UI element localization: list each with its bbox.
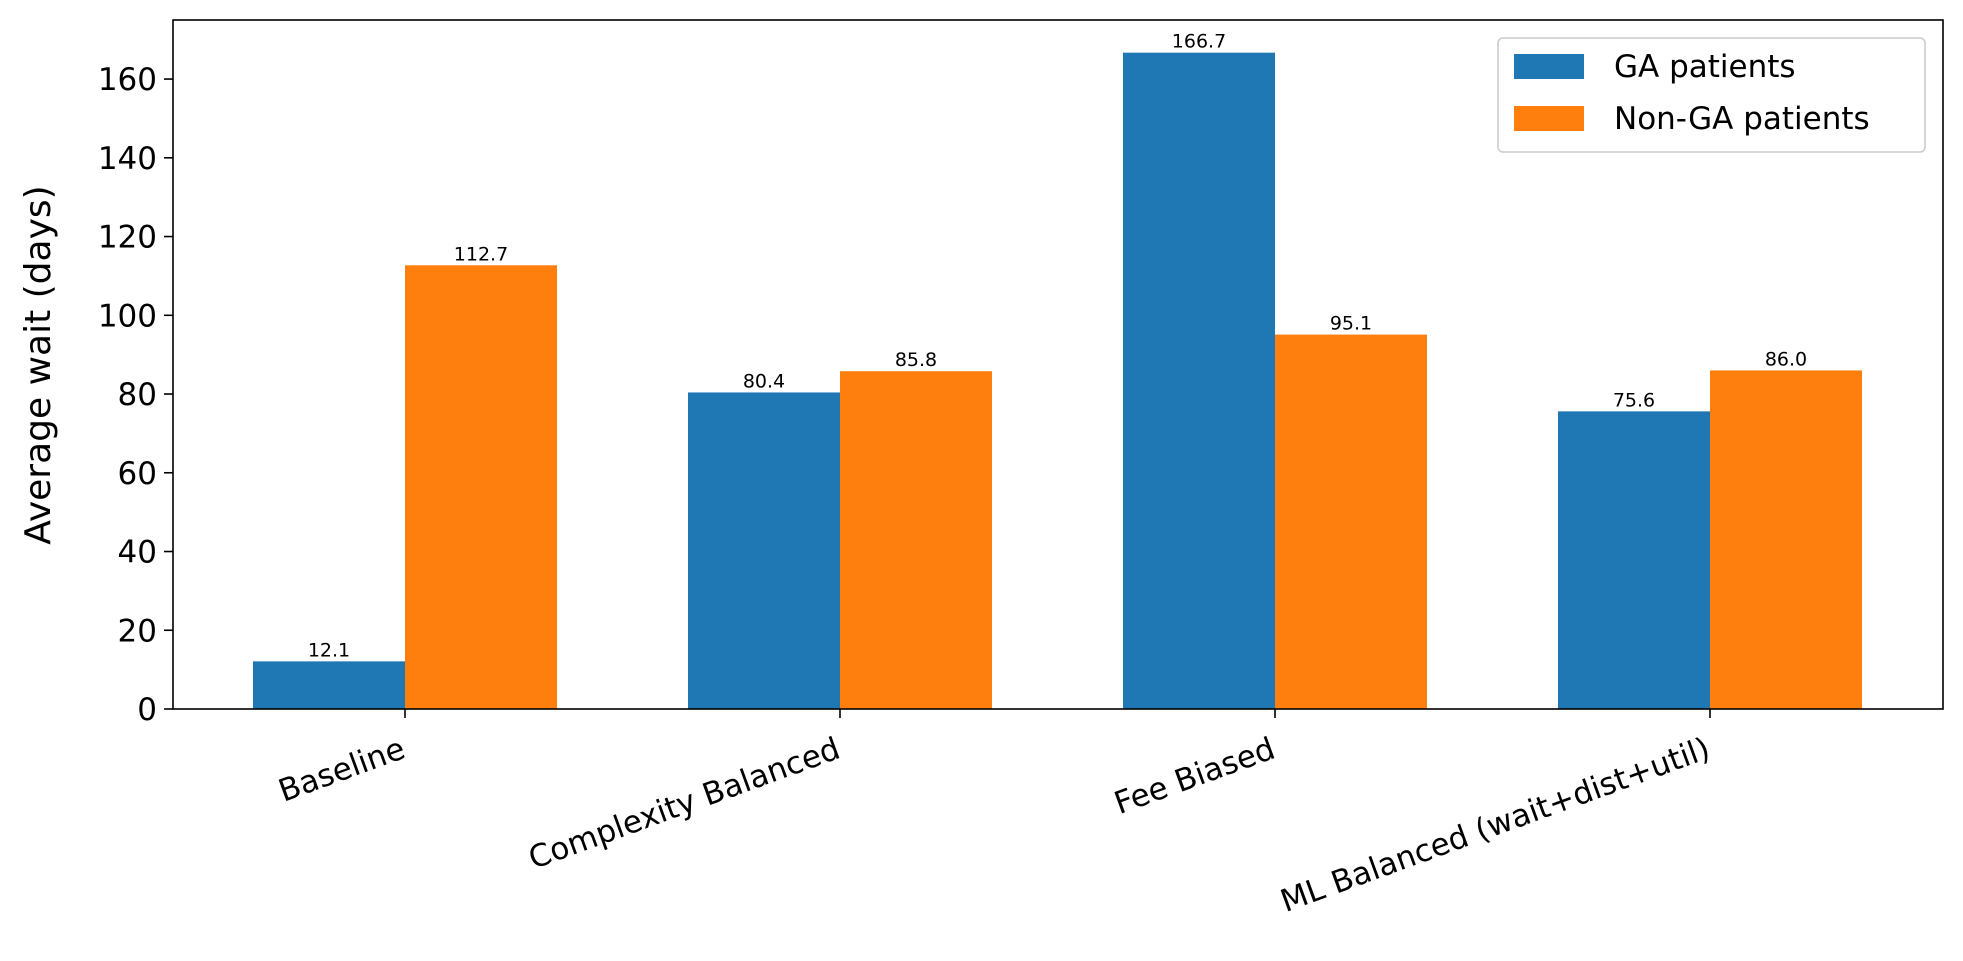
y-tick-label: 20 (118, 613, 157, 649)
x-tick-label: ML Balanced (wait+dist+util) (1276, 731, 1715, 920)
plot-area: 12.1 80.4 166.7 75.6 112.7 85.8 95.1 86.0 0 20 40 6… (98, 19, 1944, 920)
bar-ga-3 (1558, 411, 1710, 709)
y-tick-label: 80 (118, 377, 157, 413)
legend-swatch (1514, 54, 1584, 79)
y-tick-label: 160 (98, 62, 157, 98)
value-label: 95.1 (1330, 313, 1372, 335)
y-tick-label: 100 (98, 298, 157, 334)
y-tick-label: 40 (118, 535, 157, 571)
y-tick-label: 60 (118, 456, 157, 492)
bar-non-ga-3 (1710, 370, 1862, 709)
value-label: 12.1 (308, 639, 350, 661)
legend-label: Non-GA patients (1614, 101, 1870, 137)
bar-ga-2 (1123, 52, 1275, 710)
bar-non-ga-2 (1275, 334, 1427, 709)
value-label: 112.7 (454, 243, 508, 265)
x-tick-label: Complexity Balanced (524, 731, 845, 877)
x-tick-label: Baseline (274, 731, 410, 810)
bar-non-ga-1 (840, 371, 992, 709)
legend-swatch (1514, 106, 1584, 131)
x-tick-label: Fee Biased (1110, 731, 1280, 822)
legend-box (1497, 37, 1926, 153)
legend-label: GA patients (1614, 49, 1796, 85)
value-label: 86.0 (1765, 348, 1807, 370)
value-label: 75.6 (1613, 389, 1655, 411)
value-label: 166.7 (1172, 31, 1226, 53)
bar-ga-1 (688, 392, 840, 709)
legend: GA patients Non-GA patients (1497, 37, 1926, 153)
value-label: 80.4 (743, 370, 785, 392)
y-tick-label: 120 (98, 220, 157, 256)
y-axis-label: Average wait (days) (18, 185, 59, 544)
value-label: 85.8 (895, 349, 937, 371)
bar-ga-0 (253, 661, 405, 709)
y-tick-label: 140 (98, 141, 157, 177)
plot-frame (172, 19, 1944, 710)
bar-non-ga-0 (405, 265, 557, 709)
y-tick-label: 0 (137, 692, 157, 728)
